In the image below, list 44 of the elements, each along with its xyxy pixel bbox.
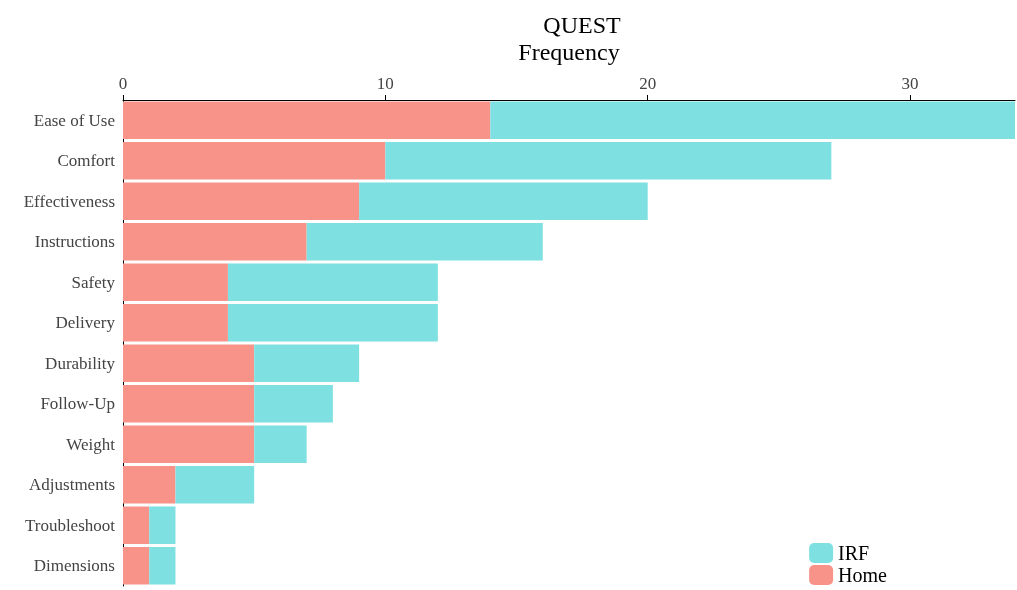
y-tick-label: Instructions [34,232,115,252]
bar [123,263,228,301]
bar [123,142,386,180]
x-axis-title: Frequency [518,39,620,65]
bar [385,142,832,180]
x-tick-label: 20 [639,74,657,93]
x-tick-label: 30 [901,74,919,93]
bar [254,425,307,463]
bar [123,547,150,585]
bar [123,101,491,139]
y-tick-label: Troubleshoot [24,515,116,535]
y-tick-label: Ease of Use [33,110,115,130]
legend-label: Home [838,564,888,586]
bar [175,466,255,504]
bar [306,223,543,261]
bar [123,344,255,382]
y-tick-label: Weight [66,434,116,454]
bar [359,182,648,220]
y-tick-label: Adjustments [29,475,115,495]
bar [227,304,438,342]
bar [149,547,176,585]
bar [254,344,360,382]
chart-title: QUEST [543,12,621,38]
y-tick-label: Dimensions [33,556,115,576]
y-tick-label: Follow-Up [40,394,115,414]
bar [254,385,333,423]
bar [123,506,150,544]
bar [490,101,1015,139]
y-tick-label: Effectiveness [23,191,115,211]
bar [123,466,176,504]
y-tick-label: Comfort [57,151,116,171]
legend-label: IRF [838,542,870,564]
y-tick-label: Delivery [55,313,116,333]
bar [123,182,360,220]
bar [123,385,255,423]
y-tick-label: Safety [71,272,116,292]
x-tick-label: 0 [118,74,128,93]
x-tick-label: 10 [376,74,394,93]
bar [123,304,228,342]
bar [149,506,176,544]
y-tick-label: Durability [45,353,116,373]
bar [123,223,307,261]
bar [123,425,255,463]
bar [227,263,438,301]
